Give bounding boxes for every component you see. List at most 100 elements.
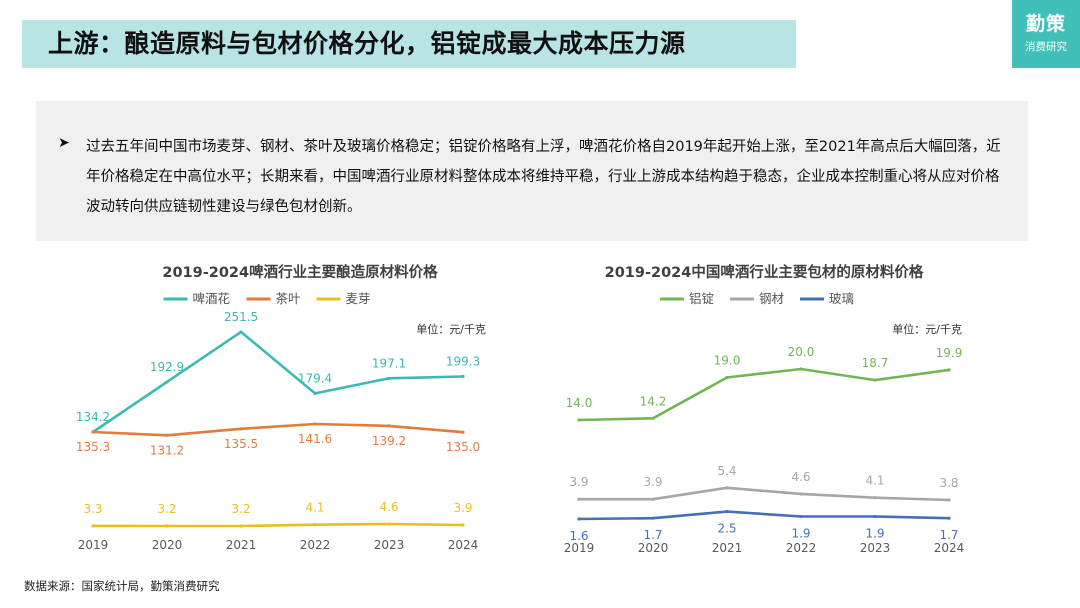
chart2-unit-label: 单位：元/千克	[892, 322, 962, 336]
chart1-series-2-label-2020: 131.2	[150, 443, 184, 457]
chart2-x-tick-2022: 2022	[786, 541, 817, 555]
chart1-series-2-point-2020	[165, 433, 169, 437]
chart2-series-2-label-2022: 4.6	[791, 470, 810, 484]
chart1-series-3-label-2024: 3.9	[453, 501, 472, 515]
chart2-series-1-point-2022	[799, 367, 803, 371]
chart1-series-line-3	[92, 522, 464, 528]
chart1-series-2-point-2023	[387, 424, 391, 428]
bullet-arrow-icon: ➤	[58, 135, 70, 151]
chart2-series-1-point-2019	[577, 418, 581, 422]
chart1-series-3-point-2019	[91, 524, 95, 528]
chart2-series-3-label-2019: 1.6	[569, 529, 588, 543]
chart2-series-3-point-2020	[651, 516, 655, 520]
chart1-x-tick-2024: 2024	[448, 538, 479, 552]
chart2-series-1-label-2019: 14.0	[566, 396, 593, 410]
chart2-legend-label-3: 玻璃	[829, 291, 854, 306]
chart1-series-1-label-2022: 179.4	[298, 371, 332, 385]
chart2-series-2-label-2021: 5.4	[717, 464, 736, 478]
chart1-x-tick-2023: 2023	[374, 538, 405, 552]
chart1-series-2-point-2021	[239, 427, 243, 431]
chart1-series-2-label-2019: 135.3	[76, 440, 110, 454]
chart1-x-tick-2019: 2019	[78, 538, 109, 552]
chart2-series-2-point-2019	[577, 497, 581, 501]
chart2-series-3-label-2023: 1.9	[865, 527, 884, 541]
chart2-series-2-point-2023	[873, 496, 877, 500]
chart1-series-3-point-2023	[387, 522, 391, 526]
chart1-legend-label-3: 麦芽	[346, 291, 371, 306]
chart1-series-3-label-2020: 3.2	[157, 502, 176, 516]
chart2-series-3-point-2019	[577, 517, 581, 521]
summary-text: 过去五年间中国市场麦芽、钢材、茶叶及玻璃价格稳定；铝锭价格略有上浮，啤酒花价格自…	[86, 139, 1001, 215]
chart2-series-3-point-2023	[873, 514, 877, 519]
chart2-series-1-label-2023: 18.7	[862, 356, 889, 370]
chart2-series-3-label-2021: 2.5	[717, 522, 736, 536]
chart2-series-2-label-2020: 3.9	[643, 475, 662, 489]
chart1-series-line-2	[92, 422, 464, 437]
chart2-series-1-label-2020: 14.2	[640, 394, 667, 408]
chart1-series-3-label-2023: 4.6	[379, 500, 398, 514]
chart2-x-tick-2019: 2019	[564, 541, 595, 555]
chart1-series-1-point-2021	[239, 330, 243, 334]
chart2-series-line-2	[579, 486, 950, 502]
chart1-series-1-label-2024: 199.3	[446, 354, 480, 368]
chart1-series-2-point-2019	[91, 430, 95, 434]
chart1-x-tick-2022: 2022	[300, 538, 331, 552]
data-source-note: 数据来源：国家统计局，勤策消费研究	[24, 579, 220, 593]
chart1-series-2-point-2022	[313, 422, 317, 426]
chart1-unit-label: 单位：元/千克	[416, 322, 486, 336]
chart2-series-1-point-2020	[651, 416, 655, 420]
chart2-series-2-point-2020	[651, 497, 655, 501]
chart1-series-3-point-2020	[165, 524, 169, 528]
chart1-series-line-1	[92, 330, 464, 434]
chart1-series-1-label-2023: 197.1	[372, 356, 406, 370]
brand-logo: 勤策 消费研究	[1012, 0, 1080, 68]
chart1-series-1-point-2024	[461, 374, 465, 379]
chart2-series-3-point-2024	[947, 516, 951, 520]
chart2-series-2-label-2019: 3.9	[569, 475, 588, 489]
chart2-series-1-label-2024: 19.9	[936, 346, 963, 360]
chart1-x-tick-2021: 2021	[226, 538, 257, 552]
chart1-series-2-point-2024	[461, 430, 465, 434]
summary-box: ➤ 过去五年间中国市场麦芽、钢材、茶叶及玻璃价格稳定；铝锭价格略有上浮，啤酒花价…	[36, 101, 1028, 241]
chart2-series-3-point-2021	[725, 510, 729, 514]
chart1-series-3-label-2021: 3.2	[231, 502, 250, 516]
logo-sub-text: 消费研究	[1025, 41, 1067, 53]
chart1-series-3-point-2021	[239, 524, 243, 528]
chart1-series-2-label-2021: 135.5	[224, 437, 258, 451]
chart1-legend-label-1: 啤酒花	[193, 291, 231, 306]
chart2-series-line-3	[578, 510, 950, 521]
chart2-series-1-point-2024	[947, 368, 951, 372]
chart2-x-tick-2023: 2023	[860, 541, 891, 555]
chart1-series-2-label-2022: 141.6	[298, 432, 332, 446]
chart1-title: 2019-2024啤酒行业主要酿造原材料价格	[162, 263, 438, 281]
chart2-series-3-label-2022: 1.9	[791, 527, 810, 541]
chart1-series-1-label-2020: 192.9	[150, 360, 184, 374]
chart1-series-3-point-2022	[313, 523, 317, 527]
chart2-series-3-point-2022	[799, 514, 803, 519]
chart2-legend-label-2: 钢材	[759, 291, 784, 306]
chart1-series-2-label-2024: 135.0	[446, 440, 480, 454]
chart2-series-2-point-2024	[947, 498, 951, 502]
chart2-legend-label-1: 铝锭	[689, 291, 714, 306]
chart2-series-1-point-2023	[873, 378, 877, 382]
chart1-series-1-point-2020	[165, 380, 169, 384]
chart2-x-tick-2021: 2021	[712, 541, 743, 555]
chart1-series-1-label-2021: 251.5	[224, 310, 258, 324]
title-banner: 上游：酿造原料与包材价格分化，铝锭成最大成本压力源	[22, 20, 796, 68]
chart2-series-2-label-2023: 4.1	[865, 474, 884, 488]
chart2-series-1-point-2021	[725, 375, 729, 380]
chart2-title: 2019-2024中国啤酒行业主要包材的原材料价格	[605, 263, 924, 281]
chart1-series-1-point-2022	[313, 391, 317, 396]
chart1-series-3-point-2024	[461, 523, 465, 527]
chart2-series-2-label-2024: 3.8	[939, 476, 958, 490]
chart2-series-1-label-2022: 20.0	[788, 345, 815, 359]
page-title: 上游：酿造原料与包材价格分化，铝锭成最大成本压力源	[48, 29, 686, 58]
chart1-series-3-label-2019: 3.3	[83, 502, 102, 516]
chart2-series-line-1	[578, 367, 950, 422]
logo-main-text: 勤策	[1025, 13, 1066, 35]
chart1-series-1-label-2019: 134.2	[76, 410, 110, 424]
chart1-x-tick-2020: 2020	[152, 538, 183, 552]
chart1-series-2-label-2023: 139.2	[372, 434, 406, 448]
chart2-x-tick-2020: 2020	[638, 541, 669, 555]
